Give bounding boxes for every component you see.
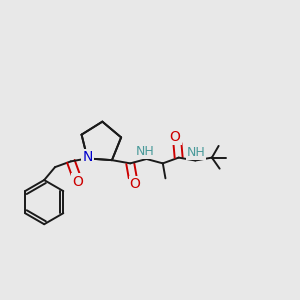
Text: O: O bbox=[130, 177, 141, 191]
Text: O: O bbox=[169, 130, 180, 144]
Text: NH: NH bbox=[136, 145, 155, 158]
Text: O: O bbox=[72, 175, 83, 189]
Text: NH: NH bbox=[187, 146, 205, 159]
Text: N: N bbox=[82, 150, 93, 164]
